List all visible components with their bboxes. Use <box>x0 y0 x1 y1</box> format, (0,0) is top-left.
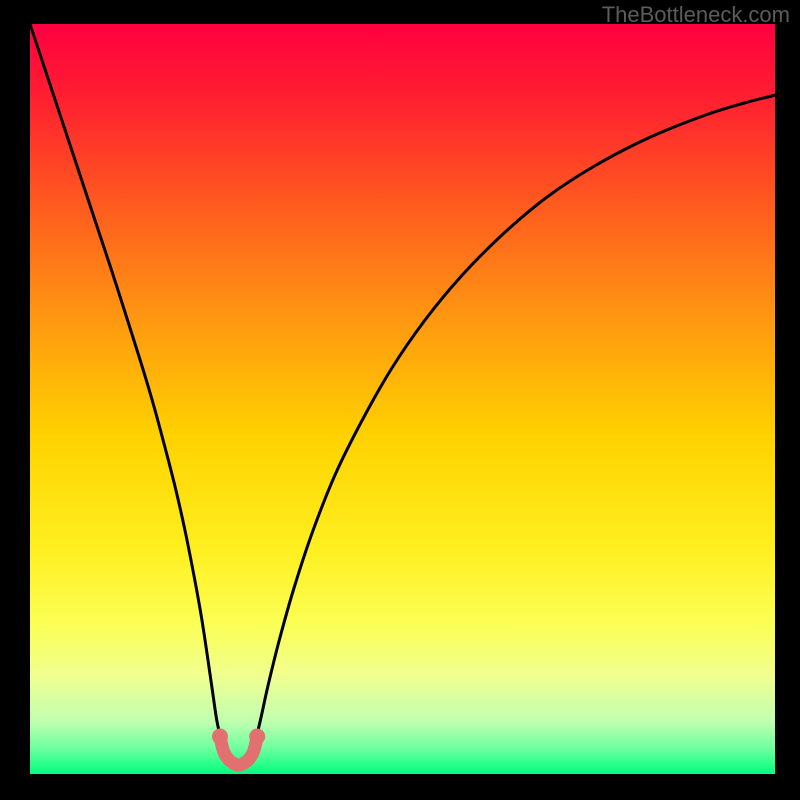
plot-area <box>30 24 775 774</box>
watermark-text: TheBottleneck.com <box>602 2 790 28</box>
gradient-background <box>30 24 775 774</box>
chart-container: TheBottleneck.com <box>0 0 800 800</box>
